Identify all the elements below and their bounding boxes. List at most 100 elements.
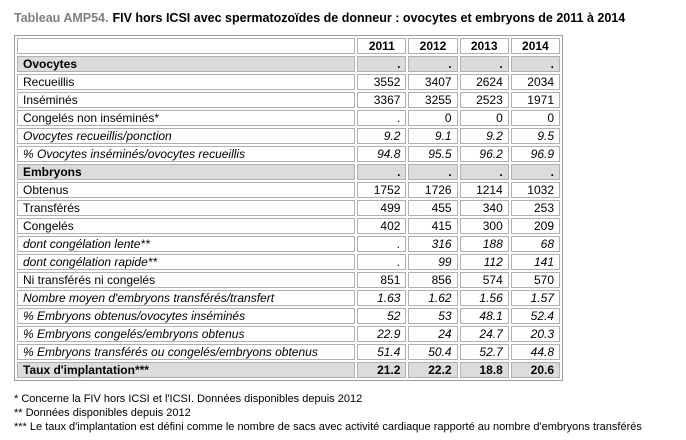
footnote-2: ** Données disponibles depuis 2012 (14, 407, 191, 419)
cell-value: 851 (357, 272, 407, 288)
cell-value: 50.4 (408, 344, 458, 360)
row-label: Ni transférés ni congelés (17, 272, 356, 288)
cell-value: . (408, 164, 458, 180)
cell-value: 24 (408, 326, 458, 342)
table-number-label: Tableau AMP54. (14, 11, 109, 25)
data-table: 2011 2012 2013 2014 Ovocytes.... Recueill… (14, 35, 563, 381)
cell-value: 3552 (357, 74, 407, 90)
cell-value: . (357, 164, 407, 180)
row-label: Embryons (17, 164, 356, 180)
cell-value: 2034 (510, 74, 560, 90)
table-title: Tableau AMP54. FIV hors ICSI avec spermat… (14, 11, 672, 25)
cell-value: 0 (408, 110, 458, 126)
table-row: Congelés non inséminés*. 0 0 0 (17, 110, 560, 126)
cell-value: . (510, 164, 560, 180)
table-row: Ovocytes recueillis/ponction 9.2 9.1 9.2 9.5 (17, 128, 560, 144)
cell-value: 48.1 (459, 308, 509, 324)
year-header-2011: 2011 (357, 38, 407, 54)
cell-value: 499 (357, 200, 407, 216)
cell-value: 570 (510, 272, 560, 288)
cell-value: 402 (357, 218, 407, 234)
cell-value: 1.62 (408, 290, 458, 306)
table-row: dont congélation lente**. 316 188 68 (17, 236, 560, 252)
row-label: Obtenus (17, 182, 356, 198)
row-label: Ovocytes (17, 56, 356, 72)
row-label: % Embryons obtenus/ovocytes inséminés (17, 308, 356, 324)
table-row: % Embryons transférés ou congelés/embryo… (17, 344, 560, 360)
header-row: 2011 2012 2013 2014 (17, 38, 560, 54)
cell-value: 18.8 (459, 362, 509, 378)
cell-value: 95.5 (408, 146, 458, 162)
table-row: % Embryons congelés/embryons obtenus 22.9… (17, 326, 560, 342)
table-row: Obtenus 1752 1726 1214 1032 (17, 182, 560, 198)
cell-value: 0 (510, 110, 560, 126)
cell-value: 340 (459, 200, 509, 216)
table-row: Inséminés 3367 3255 2523 1971 (17, 92, 560, 108)
cell-value: 1214 (459, 182, 509, 198)
cell-value: 20.3 (510, 326, 560, 342)
cell-value: 112 (459, 254, 509, 270)
row-label: Congelés (17, 218, 356, 234)
cell-value: 21.2 (357, 362, 407, 378)
table-row: % Ovocytes inséminés/ovocytes recueillis… (17, 146, 560, 162)
row-label: Inséminés (17, 92, 356, 108)
row-label: dont congélation lente** (17, 236, 356, 252)
cell-value: . (357, 56, 407, 72)
row-label: Taux d'implantation*** (17, 362, 356, 378)
row-label: Nombre moyen d'embryons transférés/trans… (17, 290, 356, 306)
cell-value: 9.1 (408, 128, 458, 144)
cell-value: . (510, 56, 560, 72)
row-label: % Ovocytes inséminés/ovocytes recueillis (17, 146, 356, 162)
footnotes: * Concerne la FIV hors ICSI et l'ICSI. D… (14, 392, 672, 434)
cell-value: 455 (408, 200, 458, 216)
table-row: Transférés 499 455 340 253 (17, 200, 560, 216)
cell-value: 52.4 (510, 308, 560, 324)
cell-value: 1.57 (510, 290, 560, 306)
row-label: Transférés (17, 200, 356, 216)
table-row: dont congélation rapide**. 99 112 141 (17, 254, 560, 270)
cell-value: 22.2 (408, 362, 458, 378)
cell-value: 141 (510, 254, 560, 270)
cell-value: 96.2 (459, 146, 509, 162)
cell-value: 3367 (357, 92, 407, 108)
cell-value: 574 (459, 272, 509, 288)
cell-value: . (459, 164, 509, 180)
cell-value: 1032 (510, 182, 560, 198)
cell-value: 2523 (459, 92, 509, 108)
cell-value: 1.63 (357, 290, 407, 306)
row-label: Recueillis (17, 74, 356, 90)
cell-value: 68 (510, 236, 560, 252)
cell-value: 300 (459, 218, 509, 234)
row-label: % Embryons congelés/embryons obtenus (17, 326, 356, 342)
table-row: Ni transférés ni congelés 851 856 574 570 (17, 272, 560, 288)
cell-value: 1726 (408, 182, 458, 198)
cell-value: 51.4 (357, 344, 407, 360)
cell-value: 415 (408, 218, 458, 234)
cell-value: 44.8 (510, 344, 560, 360)
cell-value: 3255 (408, 92, 458, 108)
row-label: % Embryons transférés ou congelés/embryo… (17, 344, 356, 360)
cell-value: 316 (408, 236, 458, 252)
table-body: Ovocytes.... Recueillis 3552 3407 2624 2034 In… (17, 56, 560, 378)
table-row: Ovocytes.... (17, 56, 560, 72)
footnote-1: * Concerne la FIV hors ICSI et l'ICSI. D… (14, 393, 363, 405)
cell-value: 253 (510, 200, 560, 216)
row-label: Ovocytes recueillis/ponction (17, 128, 356, 144)
table-caption: FIV hors ICSI avec spermatozoïdes de don… (112, 11, 626, 25)
cell-value: 1971 (510, 92, 560, 108)
cell-value: 20.6 (510, 362, 560, 378)
cell-value: 188 (459, 236, 509, 252)
corner-cell (17, 38, 356, 54)
cell-value: 9.2 (357, 128, 407, 144)
cell-value: . (459, 56, 509, 72)
cell-value: 1.56 (459, 290, 509, 306)
table-row: % Embryons obtenus/ovocytes inséminés 52 5… (17, 308, 560, 324)
cell-value: 52 (357, 308, 407, 324)
cell-value: 3407 (408, 74, 458, 90)
row-label: dont congélation rapide** (17, 254, 356, 270)
cell-value: 94.8 (357, 146, 407, 162)
cell-value: . (357, 254, 407, 270)
cell-value: 0 (459, 110, 509, 126)
table-row: Nombre moyen d'embryons transférés/trans… (17, 290, 560, 306)
